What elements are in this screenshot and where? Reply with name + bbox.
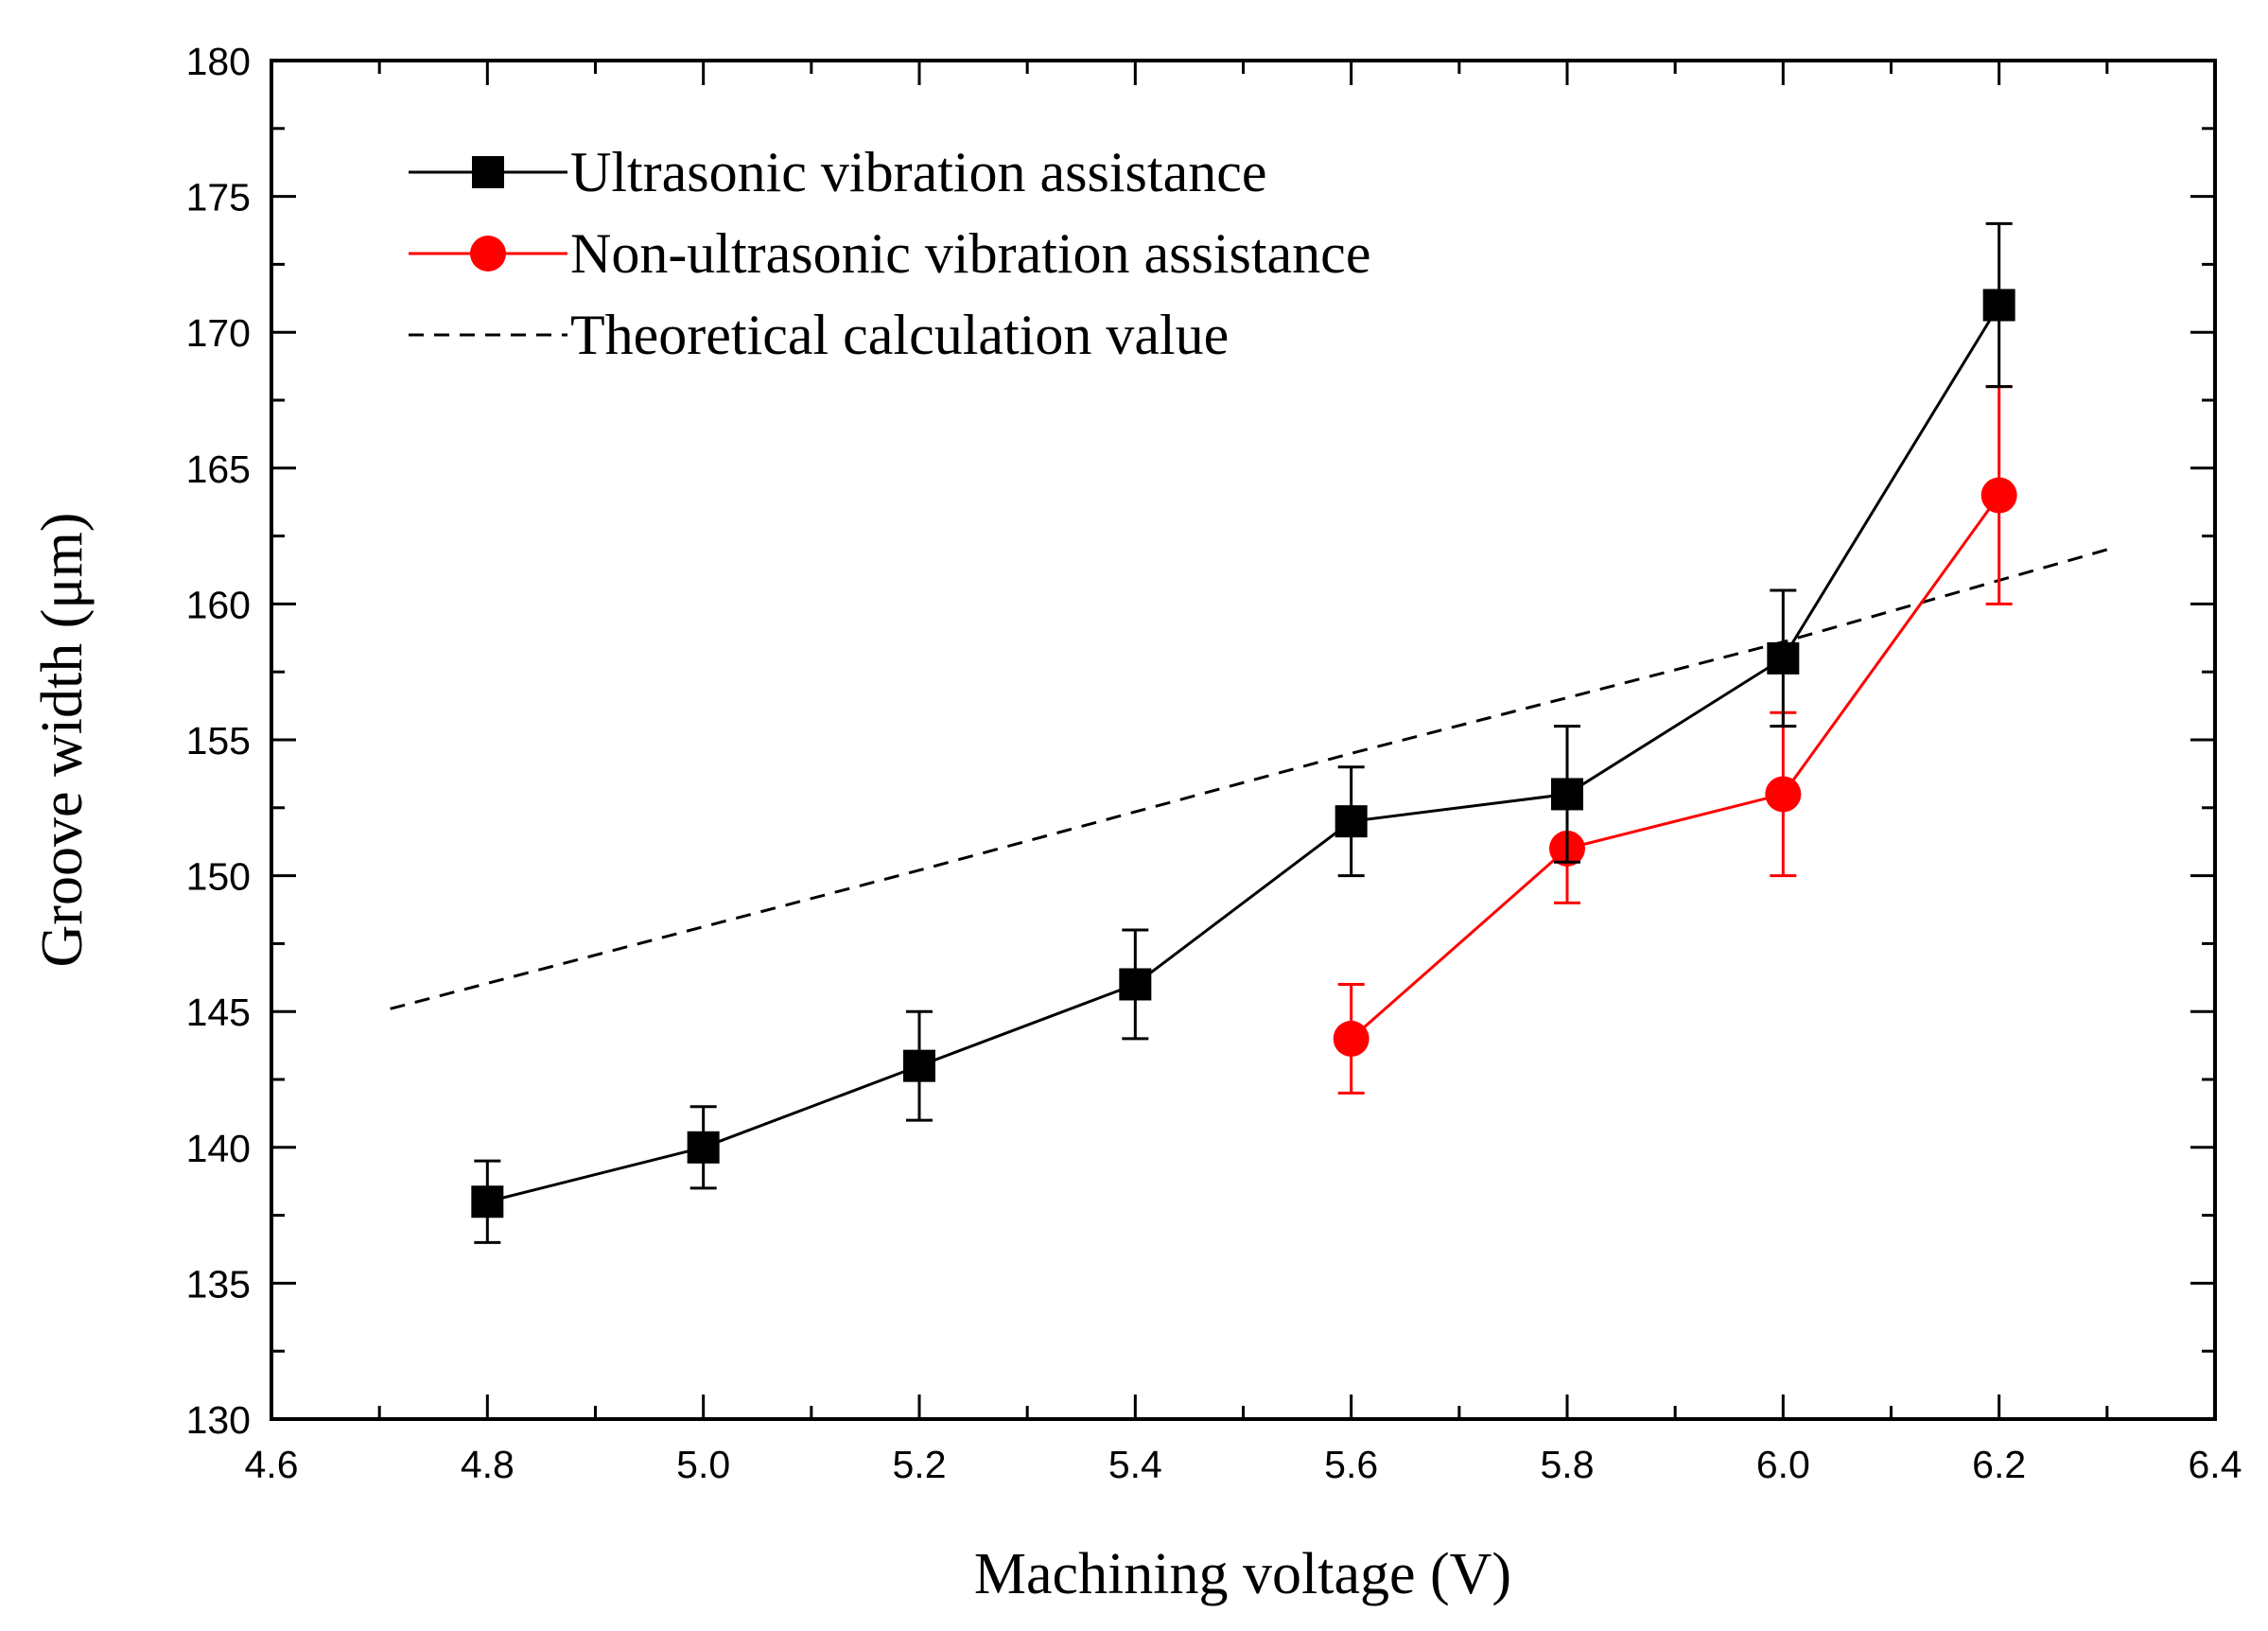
legend-label: Non-ultrasonic vibration assistance <box>570 222 1370 285</box>
series-line <box>486 304 2000 1203</box>
data-point <box>687 1131 720 1164</box>
data-point <box>1765 776 1802 813</box>
y-tick-label: 170 <box>186 311 251 355</box>
x-axis-title: Machining voltage (V) <box>974 1542 1511 1606</box>
x-tick-label: 4.8 <box>461 1443 515 1486</box>
y-tick-label: 165 <box>186 447 251 491</box>
axis-ticks <box>270 59 2217 1421</box>
series-line <box>390 548 2108 1010</box>
legend-marker <box>472 156 504 188</box>
legend: Ultrasonic vibration assistance Non-ultra… <box>409 141 1370 366</box>
data-point <box>1767 641 1800 675</box>
data-point <box>1980 477 2017 514</box>
x-tick-label: 6.2 <box>1972 1443 2026 1486</box>
y-tick-label: 145 <box>186 991 251 1034</box>
x-tick-label: 5.0 <box>676 1443 730 1486</box>
x-tick-label: 5.6 <box>1324 1443 1378 1486</box>
legend-marker <box>470 236 506 272</box>
y-tick-label: 140 <box>186 1127 251 1170</box>
data-point <box>1335 805 1368 838</box>
y-axis-title: Groove width (μm) <box>30 513 95 968</box>
data-point <box>1119 968 1152 1001</box>
data-point <box>1551 778 1583 811</box>
y-tick-label: 180 <box>186 40 251 83</box>
data-point <box>1333 1020 1370 1057</box>
data-point <box>1982 289 2015 322</box>
y-tick-label: 155 <box>186 719 251 763</box>
x-tick-label: 6.4 <box>2189 1443 2242 1486</box>
data-point <box>471 1185 504 1219</box>
x-tick-label: 5.2 <box>893 1443 947 1486</box>
y-tick-label: 160 <box>186 583 251 626</box>
axis-tick-labels: 4.6 4.8 5.0 5.2 5.4 5.6 5.8 6.0 6.2 6.4 130 135 140 1… <box>186 40 2242 1486</box>
y-tick-label: 135 <box>186 1262 251 1306</box>
plot-area <box>390 221 2108 1244</box>
series-line <box>1350 494 2000 1041</box>
legend-label: Theoretical calculation value <box>570 304 1229 366</box>
x-tick-label: 4.6 <box>245 1443 299 1486</box>
legend-label: Ultrasonic vibration assistance <box>570 141 1266 203</box>
y-tick-label: 150 <box>186 855 251 899</box>
y-tick-label: 175 <box>186 176 251 219</box>
x-tick-label: 5.4 <box>1108 1443 1162 1486</box>
x-tick-label: 6.0 <box>1756 1443 1810 1486</box>
x-tick-label: 5.8 <box>1541 1443 1595 1486</box>
data-point <box>903 1049 935 1082</box>
y-tick-label: 130 <box>186 1398 251 1442</box>
